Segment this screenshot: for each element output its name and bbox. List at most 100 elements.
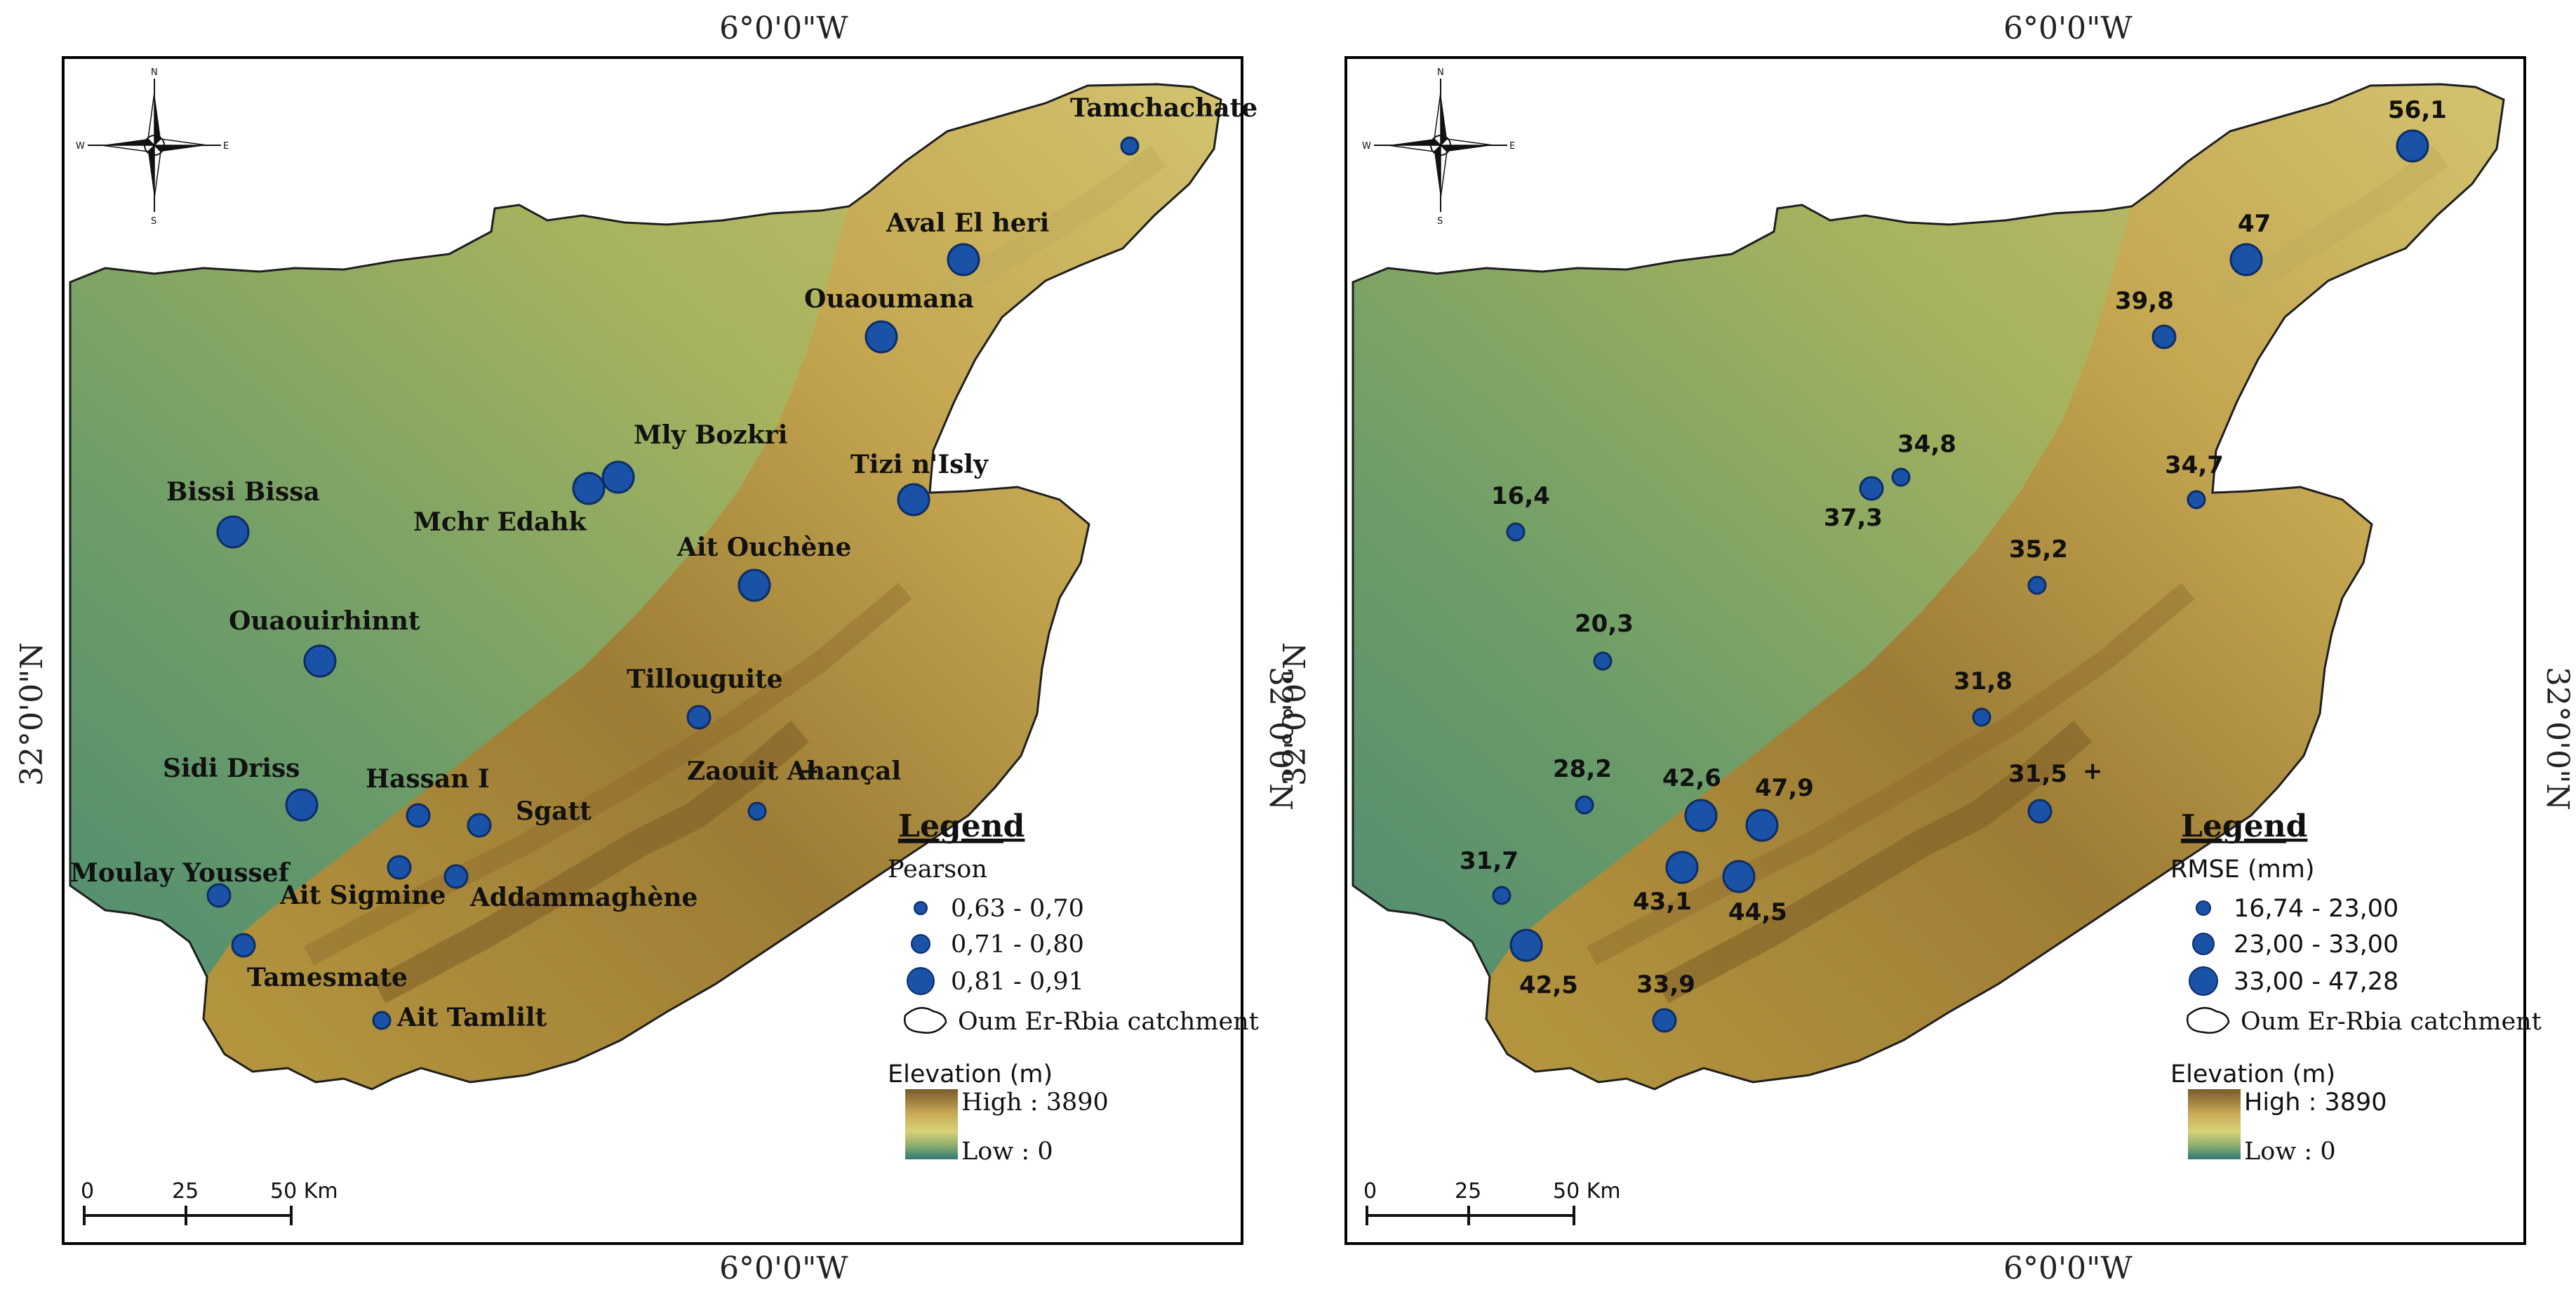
catchment-legend-icon <box>904 1006 947 1034</box>
station-label: Tamchachate <box>1070 93 1257 123</box>
station-marker <box>285 788 319 822</box>
station-label: Sidi Driss <box>163 754 300 783</box>
station-label: Moulay Youssef <box>70 858 291 888</box>
legend-right: Legend RMSE (mm) 16,74 - 23,00 23,00 - 3… <box>2170 808 2542 1166</box>
elevation-raster <box>70 84 1221 1089</box>
legend-elevation-high: High : 3890 <box>961 1088 1109 1117</box>
station-label: Tizi n'Isly <box>850 450 989 479</box>
station-label: 31,8 <box>1954 667 2013 695</box>
station-label: Ouaouirhinnt <box>229 606 420 636</box>
station-label: Mchr Edahk <box>413 507 587 537</box>
station-marker <box>1509 928 1543 962</box>
lat-label-right-outer: 32°0'0"N <box>1277 642 1313 786</box>
legend-title: Legend <box>898 808 1025 844</box>
station-label: Tamesmate <box>247 963 408 992</box>
station-marker <box>1972 707 1991 727</box>
station-marker <box>2396 129 2429 163</box>
scale-label-0: 0 <box>81 1179 94 1204</box>
legend-title: Legend <box>2181 808 2307 844</box>
station-label: Bissi Bissa <box>166 477 320 507</box>
compass-e: E <box>1509 141 1515 152</box>
scale-label-50: 50 Km <box>270 1179 338 1204</box>
station-label: 35,2 <box>2009 535 2068 564</box>
compass-n: N <box>1437 67 1444 78</box>
station-marker <box>443 864 469 889</box>
panel-right-rmse-map: N S E W + 56,1 47 39,8 34,8 37,3 34,7 16,4 35,2… <box>1277 11 2575 1286</box>
station-marker <box>2151 324 2177 349</box>
station-marker <box>406 803 431 828</box>
legend-elevation-low: Low : 0 <box>961 1138 1053 1166</box>
station-label: 31,5 <box>2008 760 2067 788</box>
station-marker <box>1593 651 1613 671</box>
station-label: 39,8 <box>2115 287 2174 315</box>
legend-class-3: 0,81 - 0,91 <box>951 968 1084 996</box>
station-label: 20,3 <box>1575 610 1634 638</box>
elevation-raster <box>1353 84 2504 1089</box>
station-label: Ait Ouchène <box>676 533 851 562</box>
station-label: Hassan I <box>366 764 490 794</box>
station-label: Zaouit Ahançal <box>687 757 901 786</box>
station-marker <box>738 568 771 602</box>
legend-elevation-low: Low : 0 <box>2244 1138 2336 1166</box>
lon-label-bottom-right: 6°0'0"W <box>2003 1251 2133 1286</box>
station-label: 47,9 <box>1755 774 1814 802</box>
scale-label-25: 25 <box>172 1179 199 1204</box>
station-marker <box>372 1011 392 1030</box>
lat-label-left-inner: 32°0'0"N <box>1262 667 1298 811</box>
scale-bar-right: 0 25 50 Km <box>1363 1179 1621 1225</box>
station-marker <box>897 483 930 517</box>
station-marker <box>1575 795 1594 815</box>
station-marker <box>865 320 898 354</box>
station-label: 33,9 <box>1636 971 1695 999</box>
station-label: 34,7 <box>2165 451 2224 479</box>
panel-left-pearson-map: N S E W + Tamchachate Aval El heri Ouaouma… <box>14 11 1298 1286</box>
station-marker <box>1745 808 1779 842</box>
lon-label-top-right: 6°0'0"W <box>2003 11 2133 46</box>
lon-label-bottom-left: 6°0'0"W <box>719 1251 848 1286</box>
legend-subtitle: Pearson <box>888 855 987 884</box>
legend-catchment: Oum Er-Rbia catchment <box>958 1008 1259 1036</box>
station-marker <box>1891 467 1911 487</box>
station-marker <box>1665 851 1699 884</box>
scale-label-50: 50 Km <box>1553 1179 1621 1204</box>
compass-n: N <box>151 67 158 78</box>
left-station-layer: Tamchachate Aval El heri Ouaoumana Mly Bozk… <box>70 93 1257 1032</box>
station-marker <box>1506 522 1526 542</box>
legend-class-3: 33,00 - 47,28 <box>2234 968 2398 996</box>
center-cross: + <box>2083 757 2103 785</box>
compass-s: S <box>1437 216 1443 227</box>
station-marker <box>387 855 412 880</box>
station-label: 42,5 <box>1519 971 1578 999</box>
station-marker <box>303 644 337 678</box>
lon-label-top-left: 6°0'0"W <box>719 11 848 46</box>
station-label: Tillouguite <box>627 665 783 694</box>
scale-label-0: 0 <box>1363 1179 1377 1204</box>
station-marker <box>1492 886 1511 905</box>
scale-bar-left: 0 25 50 Km <box>81 1179 338 1225</box>
center-cross: + <box>800 757 820 785</box>
lat-label-right-inner: 32°0'0"N <box>2540 667 2575 811</box>
north-arrow-compass-rose-icon: N S E W <box>76 67 229 227</box>
station-label: 28,2 <box>1553 755 1612 783</box>
legend-class-1: 16,74 - 23,00 <box>2234 895 2398 923</box>
station-label: Aval El heri <box>886 208 1049 238</box>
compass-w: W <box>76 141 85 152</box>
station-marker <box>1652 1008 1677 1033</box>
legend-class-1: 0,63 - 0,70 <box>951 895 1084 923</box>
station-marker <box>1120 136 1140 156</box>
station-marker <box>947 243 980 277</box>
station-marker <box>601 460 635 494</box>
station-label: 44,5 <box>1728 898 1787 926</box>
legend-elevation-high: High : 3890 <box>2244 1088 2387 1117</box>
station-marker <box>216 515 250 549</box>
station-label: Mly Bozkri <box>634 420 787 450</box>
station-marker <box>572 472 606 505</box>
station-marker <box>2229 243 2263 277</box>
legend-left: Legend Pearson 0,63 - 0,70 0,71 - 0,80 0… <box>888 808 1259 1166</box>
station-label: 56,1 <box>2388 96 2447 124</box>
legend-subtitle: RMSE (mm) <box>2170 855 2314 884</box>
legend-elevation-title: Elevation (m) <box>888 1060 1053 1088</box>
station-label: 37,3 <box>1824 504 1883 532</box>
station-label: 34,8 <box>1897 430 1956 458</box>
